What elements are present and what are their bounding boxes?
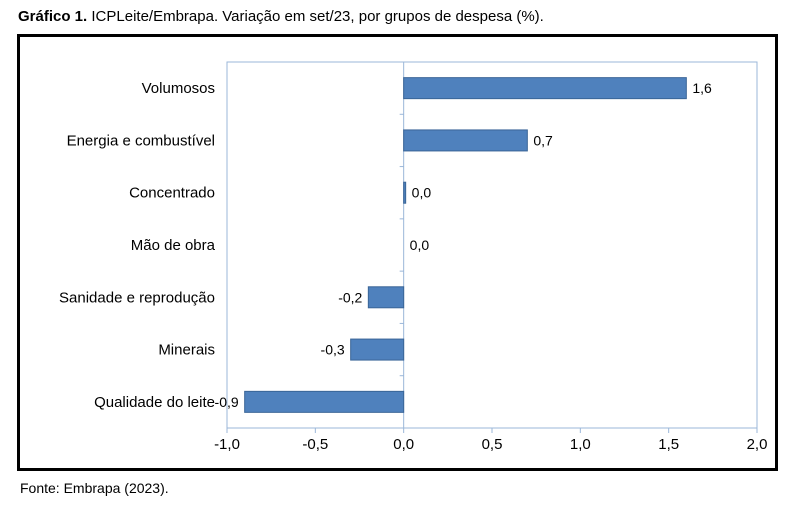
- value-label: 0,0: [412, 185, 432, 201]
- value-label: 0,0: [410, 237, 430, 253]
- bar: [403, 129, 528, 152]
- caption-label: Gráfico 1.: [18, 8, 88, 25]
- plot-area: [226, 61, 758, 429]
- category-label: Energia e combustível: [67, 132, 215, 149]
- value-label: 1,6: [692, 80, 712, 96]
- value-label: -0,3: [321, 342, 345, 358]
- bar: [403, 181, 407, 204]
- value-label: -0,9: [215, 394, 239, 410]
- bar: [367, 286, 405, 309]
- x-tick-label: -1,0: [214, 436, 240, 453]
- x-tick-label: 1,5: [658, 436, 679, 453]
- bar: [244, 390, 405, 413]
- value-label: 0,7: [533, 132, 553, 148]
- x-tick-label: 2,0: [747, 436, 768, 453]
- chart-caption: Gráfico 1. ICPLeite/Embrapa. Variação em…: [18, 8, 544, 25]
- value-label: -0,2: [338, 289, 362, 305]
- category-label: Qualidade do leite: [94, 394, 215, 411]
- category-label: Concentrado: [129, 185, 215, 202]
- category-label: Sanidade e reprodução: [59, 289, 215, 306]
- bar-chart: -1,0 -0,5 0,0 0,5 1,0 1,5 2,0 Volumosos 1,6 Energ…: [59, 61, 768, 453]
- bar: [350, 338, 405, 361]
- x-tick-label: 1,0: [570, 436, 591, 453]
- chart-frame: -1,0 -0,5 0,0 0,5 1,0 1,5 2,0 Volumosos 1,6 Energ…: [17, 34, 778, 471]
- category-label: Volumosos: [142, 80, 215, 97]
- x-tick-label: -0,5: [302, 436, 328, 453]
- source-note: Fonte: Embrapa (2023).: [20, 480, 169, 496]
- category-label: Minerais: [158, 342, 215, 359]
- category-label: Mão de obra: [131, 237, 216, 254]
- bar: [403, 77, 687, 100]
- x-tick-label: 0,0: [393, 436, 414, 453]
- caption-text: ICPLeite/Embrapa. Variação em set/23, po…: [91, 8, 544, 25]
- x-tick-label: 0,5: [482, 436, 503, 453]
